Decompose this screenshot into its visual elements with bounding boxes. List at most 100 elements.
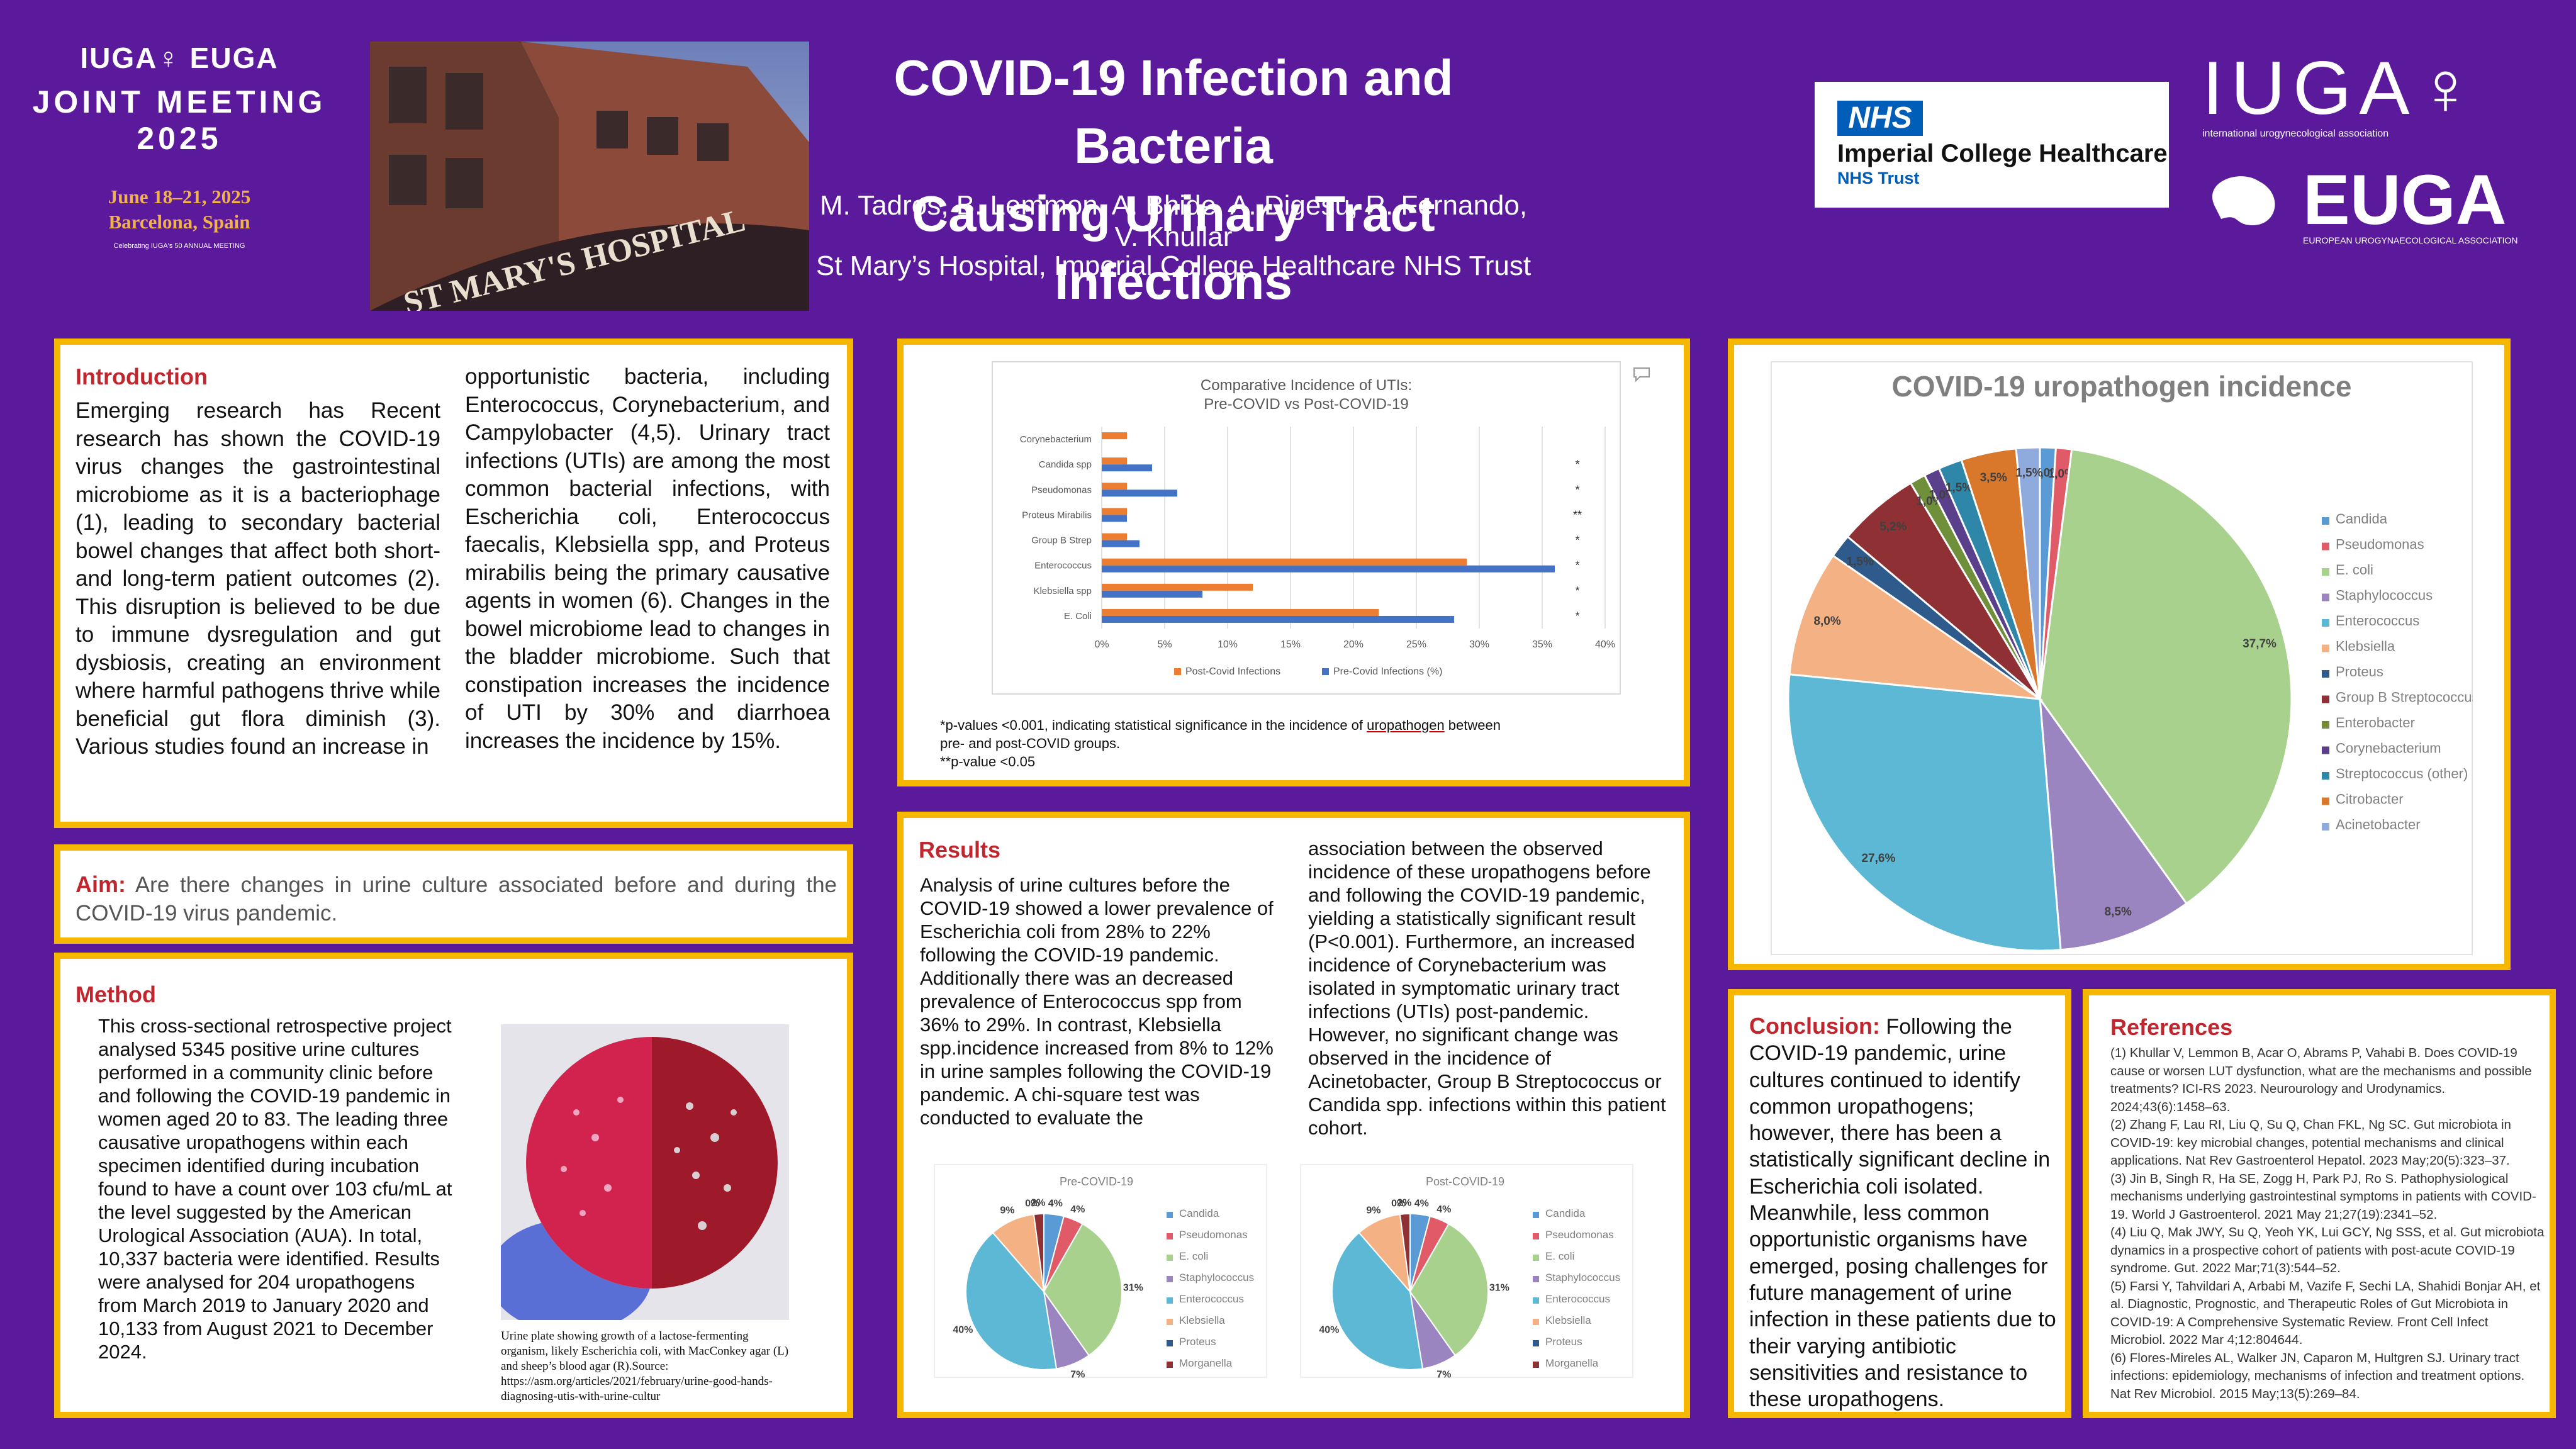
legend-swatch <box>1167 1255 1173 1261</box>
legend-label: Enterococcus <box>1179 1293 1244 1305</box>
significance-note-2: pre- and post-COVID groups. <box>940 736 1121 751</box>
results-title: Results <box>919 837 1001 863</box>
aim-panel: Aim: Are there changes in urine culture … <box>54 844 853 944</box>
poster-title: COVID-19 Infection and Bacteria Causing … <box>812 44 1535 316</box>
meeting-location: Barcelona, Spain <box>108 211 250 233</box>
pie-slice <box>2039 448 2293 905</box>
significance-notes: *p-values <0.001, indicating statistical… <box>940 716 1664 771</box>
bar-post-covid <box>1102 583 1253 591</box>
euga-logo: EUGA EUROPEAN UROGYNAECOLOGICAL ASSOCIAT… <box>2202 165 2518 245</box>
legend-label: Morganella <box>1545 1357 1599 1369</box>
pie-title: Pre-COVID-19 <box>1060 1175 1133 1188</box>
pie-data-label: 7% <box>1436 1370 1451 1378</box>
legend-label: Klebsiella <box>1179 1314 1225 1326</box>
legend-label: Morganella <box>1179 1357 1233 1369</box>
legend-label: Staphylococcus <box>1179 1272 1254 1284</box>
pie-data-label: 3,5% <box>1980 471 2007 484</box>
legend-swatch <box>1167 1297 1173 1304</box>
legend-label: Streptococcus (other) <box>2336 766 2468 781</box>
bar-post-covid <box>1102 508 1127 515</box>
pie-data-label: 9% <box>1366 1206 1380 1216</box>
legend-label: Candida <box>1545 1207 1586 1219</box>
legend-swatch <box>2322 772 2329 780</box>
category-label: Corynebacterium <box>1020 434 1092 445</box>
nhs-badge: NHS <box>1837 101 1923 136</box>
introduction-col1: Emerging research has Recent research ha… <box>76 398 440 759</box>
legend-swatch <box>2322 542 2329 551</box>
significance-marker: * <box>1575 610 1579 622</box>
pie-slice <box>2039 695 2188 951</box>
meeting-logo-year: 2025 <box>137 121 222 156</box>
introduction-title: Introduction <box>76 364 208 389</box>
method-text: This cross-sectional retrospective proje… <box>98 1015 452 1363</box>
significance-marker: ** <box>1573 508 1582 521</box>
category-label: Pseudomonas <box>1031 484 1092 495</box>
results-col1: Analysis of urine cultures before the CO… <box>920 874 1274 1129</box>
legend-swatch <box>1167 1362 1173 1368</box>
legend-swatch <box>2322 823 2329 831</box>
pie-data-label: 4% <box>1414 1199 1429 1209</box>
legend-label: Enterococcus <box>1545 1293 1610 1305</box>
meeting-dates: June 18–21, 2025 <box>108 186 251 208</box>
pie-data-label: 27,6% <box>1861 852 1895 865</box>
references-title: References <box>2110 1014 2233 1040</box>
pie-slice <box>1033 1212 1044 1292</box>
legend-swatch <box>2322 721 2329 729</box>
bar-chart-title-line2: Pre-COVID vs Post-COVID-19 <box>1204 396 1408 413</box>
meeting-logo-title: JOINT MEETING <box>32 84 327 120</box>
reference-item: (6) Flores-Mireles AL, Walker JN, Caparo… <box>2110 1350 2525 1401</box>
poster-title-line1: COVID-19 Infection and Bacteria <box>893 50 1453 174</box>
references-panel: References (1) Khullar V, Lemmon B, Acar… <box>2083 989 2556 1418</box>
legend-label: Pre-Covid Infections (%) <box>1333 666 1442 677</box>
nhs-trust-label: NHS Trust <box>1837 169 1920 187</box>
pie-data-label: 1,5% <box>1946 481 1973 495</box>
bar-pre-covid <box>1102 464 1152 472</box>
legend-label: Corynebacterium <box>2336 741 2441 756</box>
bar-post-covid <box>1102 483 1127 490</box>
legend-label: Staphylococcus <box>2336 588 2433 603</box>
reference-item: (5) Farsi Y, Tahvildari A, Arbabi M, Vaz… <box>2110 1278 2541 1348</box>
legend-label: E. coli <box>2336 562 2373 578</box>
legend-label: Staphylococcus <box>1545 1272 1620 1284</box>
pie-data-label: 2% <box>1397 1198 1411 1209</box>
legend-swatch <box>1167 1340 1173 1346</box>
pie-data-label: 0% <box>1391 1199 1406 1209</box>
significance-marker: * <box>1575 585 1579 597</box>
pie-slice <box>965 1231 1058 1370</box>
comment-icon[interactable] <box>1632 366 1651 383</box>
bar-pre-covid <box>1102 490 1177 497</box>
bar-post-covid <box>1102 608 1379 616</box>
bar-pre-covid <box>1102 615 1454 623</box>
urine-plate-caption: Urine plate showing growth of a lactose-… <box>501 1329 789 1403</box>
introduction-col2: opportunistic bacteria, including Entero… <box>465 364 830 753</box>
uropathogen-term: uropathogen <box>1367 717 1445 733</box>
pie-data-label: 40% <box>1319 1324 1339 1335</box>
aim-title: Aim: <box>76 871 126 897</box>
pie-data-label: 1,5% <box>1847 555 1874 568</box>
legend-label: Candida <box>2336 511 2388 527</box>
legend-swatch <box>2322 670 2329 678</box>
legend-swatch <box>2322 619 2329 627</box>
pie-data-label: 40% <box>953 1324 973 1335</box>
category-label: Candida spp <box>1039 459 1092 470</box>
bar-pre-covid <box>1102 565 1555 573</box>
affiliation: St Mary’s Hospital, Imperial College Hea… <box>815 250 1532 281</box>
legend-swatch <box>1533 1319 1539 1325</box>
pie-data-label: 37,7% <box>2243 637 2276 651</box>
pie-data-label: 7% <box>1070 1370 1085 1378</box>
legend-swatch <box>1533 1340 1539 1346</box>
post-covid-pie-chart: Post-COVID-19 4% 4% 31% 7% 40% 9% 0%2% Candida Ps… <box>1300 1164 1633 1378</box>
legend-swatch <box>1167 1212 1173 1218</box>
iuga-logo-sub: international urogynecological associati… <box>2202 128 2389 139</box>
legend-swatch <box>1174 668 1181 675</box>
significance-marker: * <box>1575 559 1579 572</box>
legend-swatch <box>2322 593 2329 601</box>
urine-plate-photo <box>501 1024 789 1320</box>
pie-slice <box>1043 1222 1123 1357</box>
iuga-logo: IUGA♀ international urogynecological ass… <box>2202 50 2481 140</box>
meeting-anniversary: Celebrating IUGA's 50 ANNUAL MEETING <box>113 242 245 250</box>
x-tick-label: 30% <box>1469 639 1489 650</box>
legend-swatch <box>1167 1276 1173 1282</box>
legend-swatch <box>1533 1276 1539 1282</box>
legend-label: Post-Covid Infections <box>1185 666 1280 677</box>
